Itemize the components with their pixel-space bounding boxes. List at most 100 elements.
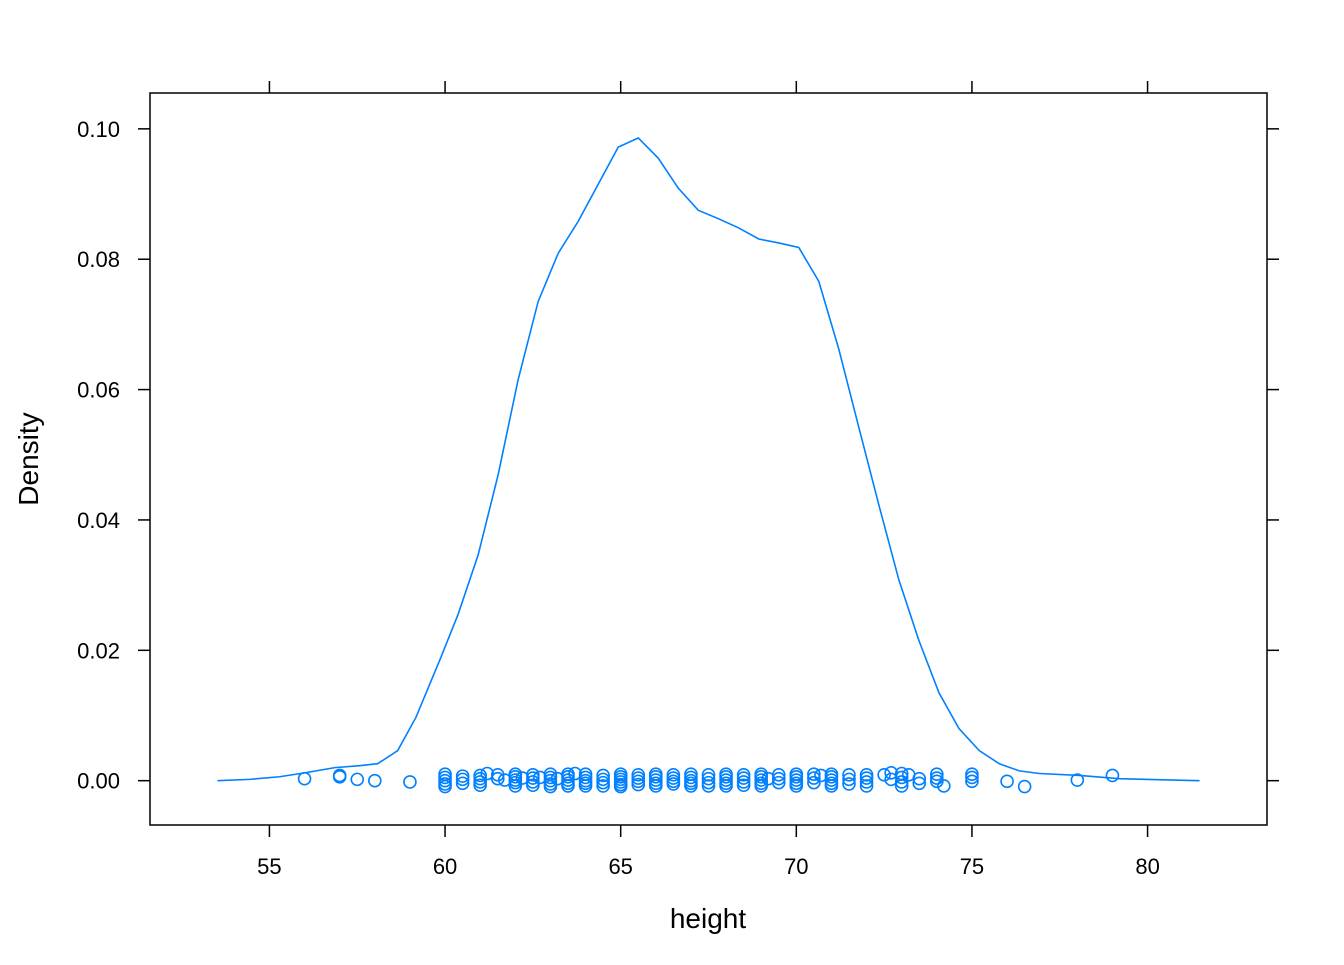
data-point	[894, 779, 909, 793]
data-point	[1070, 773, 1085, 787]
data-point	[771, 768, 786, 782]
data-point	[965, 774, 979, 789]
data-point	[701, 775, 716, 790]
data-point	[771, 775, 786, 790]
data-point	[719, 769, 733, 784]
data-point	[824, 769, 839, 784]
data-point	[1105, 768, 1120, 783]
data-point	[894, 775, 909, 789]
data-point	[543, 779, 558, 794]
data-point	[508, 779, 523, 793]
data-point	[754, 773, 768, 787]
data-point	[842, 772, 856, 787]
data-point	[508, 775, 523, 790]
data-point	[596, 768, 610, 783]
data-point	[403, 775, 417, 789]
data-point	[912, 771, 927, 786]
data-point	[350, 772, 365, 787]
data-point	[736, 778, 751, 793]
y-tick-label: 0.06	[77, 378, 120, 403]
data-point	[789, 779, 804, 793]
data-point	[894, 770, 909, 785]
x-tick-label: 80	[1135, 854, 1159, 879]
data-point	[631, 774, 646, 789]
data-point	[455, 769, 470, 783]
y-tick-label: 0.02	[77, 638, 120, 663]
data-point	[526, 771, 540, 785]
data-point	[526, 775, 540, 789]
data-point	[754, 769, 768, 784]
data-point	[807, 775, 821, 790]
data-point	[930, 771, 944, 785]
data-point	[666, 777, 681, 791]
x-tick-label: 55	[257, 854, 281, 879]
data-point	[859, 775, 874, 789]
data-point	[719, 773, 733, 787]
data-point	[543, 773, 558, 788]
data-point	[930, 767, 944, 781]
density-curve	[217, 137, 1200, 782]
y-tick-label: 0.04	[77, 508, 120, 533]
y-axis-label: Density	[13, 412, 44, 505]
y-tick-label: 0.00	[77, 769, 120, 794]
data-point	[859, 771, 874, 785]
data-point	[789, 773, 804, 787]
data-point	[807, 767, 821, 781]
data-point	[526, 778, 540, 793]
data-point	[701, 779, 716, 793]
data-point	[490, 771, 505, 786]
data-point	[666, 768, 681, 782]
data-point	[701, 771, 716, 786]
data-point	[473, 778, 487, 793]
data-point	[965, 770, 979, 785]
data-point	[368, 773, 382, 788]
data-point	[613, 779, 628, 794]
data-point	[631, 771, 646, 785]
data-point	[684, 779, 698, 793]
data-point	[473, 768, 487, 783]
data-point	[455, 772, 470, 787]
data-point	[684, 770, 698, 785]
data-point	[480, 766, 495, 781]
data-point	[701, 768, 716, 782]
data-point	[631, 777, 646, 792]
data-point	[578, 779, 593, 793]
data-point	[631, 768, 646, 782]
data-point	[754, 779, 768, 793]
data-point	[736, 771, 751, 785]
data-point	[526, 768, 540, 782]
data-point	[297, 771, 312, 786]
data-point	[937, 779, 951, 793]
data-point	[666, 771, 681, 785]
y-tick-label: 0.08	[77, 247, 120, 272]
data-point	[912, 776, 927, 791]
data-point	[877, 768, 891, 782]
data-point	[596, 775, 610, 790]
x-tick-label: 70	[784, 854, 808, 879]
x-tick-label: 60	[433, 854, 457, 879]
plot-frame	[149, 92, 1268, 826]
data-point	[561, 779, 575, 793]
data-point	[649, 773, 663, 787]
x-axis-label: height	[670, 903, 747, 934]
data-point	[508, 769, 523, 784]
data-point	[965, 767, 979, 781]
data-point	[824, 773, 839, 787]
data-point	[455, 776, 470, 791]
data-point	[649, 769, 663, 784]
data-point	[719, 779, 733, 793]
data-point	[771, 771, 786, 786]
data-point	[438, 773, 452, 788]
data-point	[473, 775, 487, 789]
x-tick-label: 65	[608, 854, 632, 879]
data-point	[859, 768, 874, 782]
data-point	[438, 779, 452, 794]
x-tick-label: 75	[960, 854, 984, 879]
data-point	[578, 770, 593, 785]
data-point	[596, 772, 610, 787]
data-point	[736, 768, 751, 782]
y-tick-label: 0.10	[77, 117, 120, 142]
data-point	[1000, 774, 1014, 789]
data-point	[561, 769, 575, 784]
